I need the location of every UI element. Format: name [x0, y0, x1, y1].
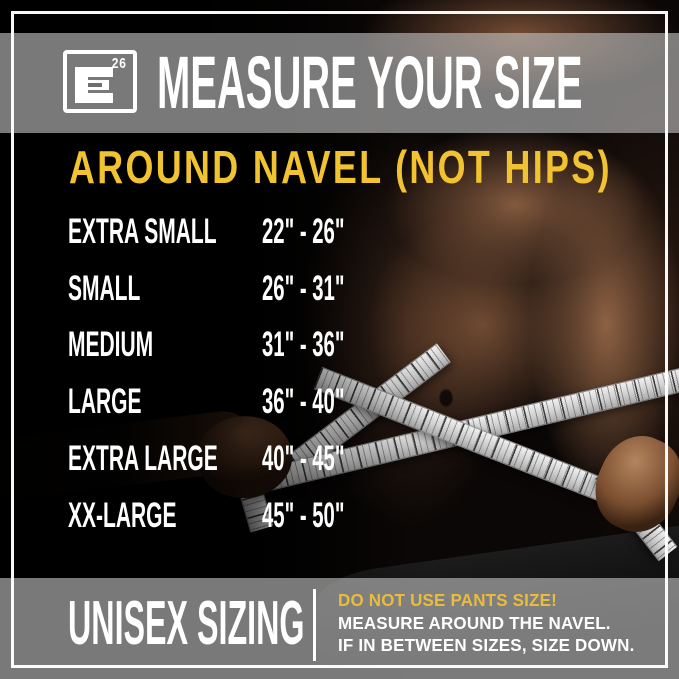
- unisex-sizing-heading: UNISEX SIZING: [68, 589, 305, 658]
- header-band: [0, 33, 679, 133]
- size-row: XX-LARGE 45" - 50": [68, 497, 669, 537]
- size-range: 26" - 31": [262, 269, 345, 308]
- size-label: SMALL: [68, 269, 141, 308]
- size-range: 40" - 45": [262, 439, 345, 478]
- size-label: XX-LARGE: [68, 496, 177, 535]
- vertical-divider: [313, 589, 316, 661]
- size-label: MEDIUM: [68, 325, 154, 364]
- brand-letter: E: [67, 54, 68, 55]
- size-range: 45" - 50": [262, 496, 345, 535]
- footer-band: [0, 578, 679, 679]
- note-size-down: IF IN BETWEEN SIZES, SIZE DOWN.: [338, 635, 635, 655]
- size-label: LARGE: [68, 382, 142, 421]
- size-label: EXTRA SMALL: [68, 212, 217, 251]
- measurement-instruction-heading: AROUND NAVEL (NOT HIPS): [69, 141, 612, 193]
- sizing-notes: DO NOT USE PANTS SIZE! MEASURE AROUND TH…: [338, 589, 644, 657]
- brand-letter-e-glyph: [75, 67, 113, 103]
- page-title: MEASURE YOUR SIZE: [157, 41, 583, 124]
- note-pants-size: DO NOT USE PANTS SIZE!: [338, 590, 557, 610]
- size-range: 36" - 40": [262, 382, 345, 421]
- size-row: EXTRA LARGE 40" - 45": [68, 440, 669, 480]
- size-row: LARGE 36" - 40": [68, 383, 669, 423]
- size-row: EXTRA SMALL 22" - 26": [68, 213, 669, 253]
- brand-logo: 26 E: [63, 50, 137, 113]
- size-range: 31" - 36": [262, 325, 345, 364]
- note-measure-navel: MEASURE AROUND THE NAVEL.: [338, 612, 611, 633]
- brand-number: 26: [112, 55, 127, 72]
- size-label: EXTRA LARGE: [68, 439, 218, 478]
- size-row: MEDIUM 31" - 36": [68, 326, 669, 366]
- size-row: SMALL 26" - 31": [68, 270, 669, 310]
- size-range: 22" - 26": [262, 212, 345, 251]
